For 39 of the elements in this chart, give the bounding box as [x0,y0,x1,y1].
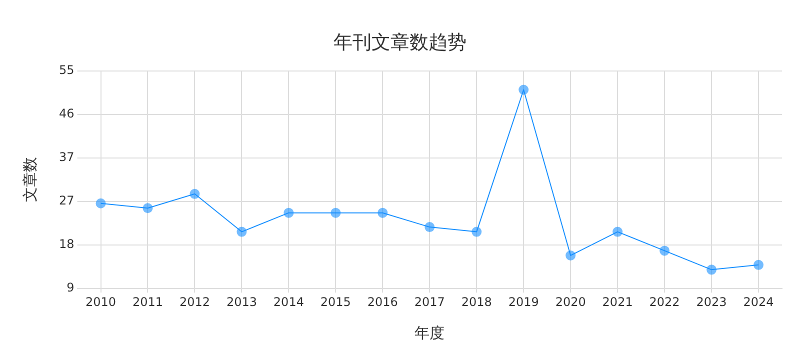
chart-title: 年刊文章数趋势 [334,31,466,54]
x-tick-label: 2015 [320,294,351,309]
point [378,208,388,218]
x-tick-label: 2019 [508,294,539,309]
x-tick-label: 2021 [602,294,633,309]
point [330,208,341,218]
x-tick-label: 2018 [461,294,492,309]
point [142,203,153,214]
x-tick-label: 2016 [367,294,398,309]
x-tick-label: 2022 [649,294,680,309]
point [424,222,435,232]
y-tick-label: 9 [66,280,74,295]
x-axis-title: 年度 [414,324,445,342]
y-tick-label: 37 [58,150,74,164]
y-tick-label: 46 [58,106,74,120]
x-tick-label: 2013 [226,294,257,309]
point [706,264,717,275]
y-axis-title: 文章数 [20,157,39,202]
point [472,226,482,237]
point [612,226,623,237]
x-tick-label: 2017 [414,294,445,309]
point [96,198,106,208]
point [566,250,576,260]
point [284,208,294,218]
x-tick-label: 2012 [179,294,210,309]
x-tick-label: 2014 [273,294,304,309]
x-tick-label: 2023 [696,294,727,309]
point [518,84,529,95]
point [754,260,764,270]
point [190,188,200,199]
x-tick-label: 2011 [132,294,164,309]
point [660,246,670,256]
x-tick-label: 2020 [555,294,586,309]
x-tick-label: 2010 [85,294,116,309]
point [236,226,247,237]
x-tick-label: 2024 [743,294,774,309]
y-tick-label: 27 [58,194,74,208]
y-tick-label: 55 [58,62,74,77]
y-tick-label: 18 [58,237,74,252]
